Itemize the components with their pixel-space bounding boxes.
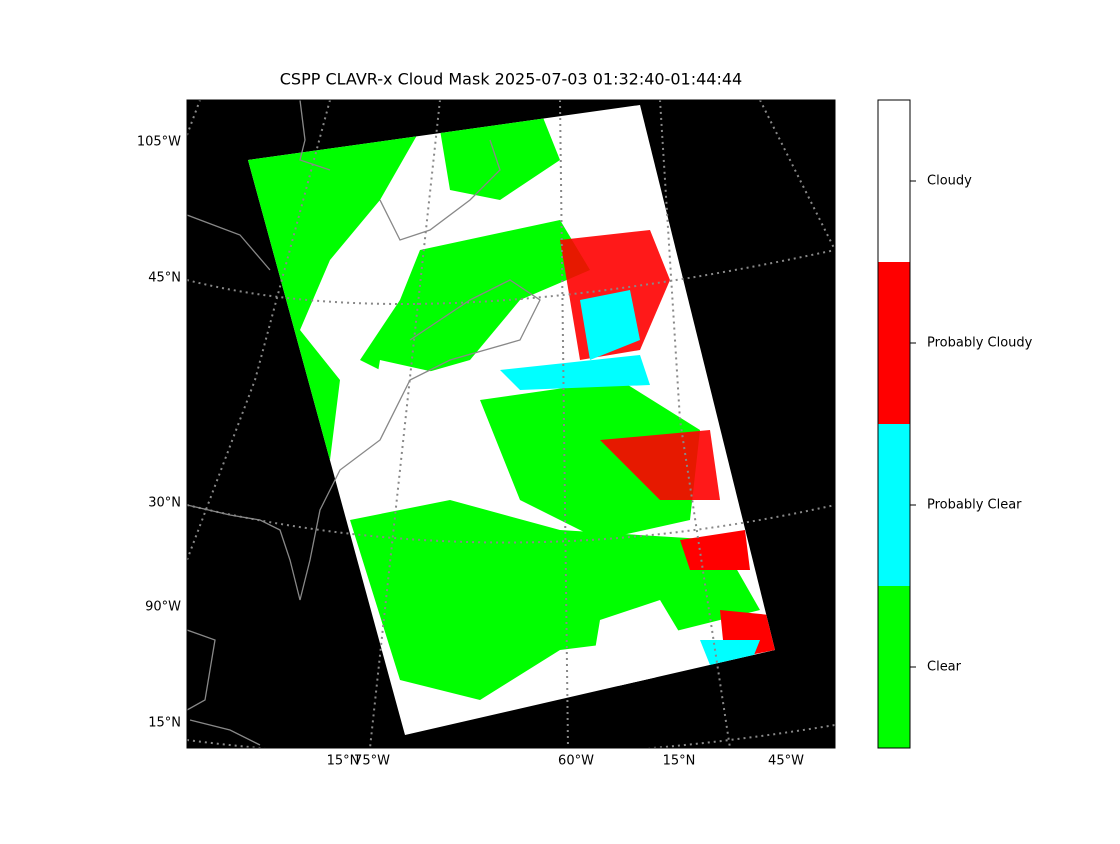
lat-label: 45°N [148, 271, 181, 286]
lon-label: 75°W [354, 754, 390, 769]
graticule [187, 100, 835, 748]
lon-label: 45°W [768, 754, 804, 769]
coastline [187, 100, 541, 746]
colorbar-frame [877, 99, 911, 749]
colorbar-segment [878, 424, 910, 586]
lat-label: 15°N [148, 716, 181, 731]
lon-label: 15°N [663, 754, 696, 769]
title: CSPP CLAVR-x Cloud Mask 2025-07-03 01:32… [280, 70, 742, 89]
lon-label: 15°N [327, 754, 360, 769]
lat-label: 30°N [148, 496, 181, 511]
lon-label: 60°W [558, 754, 594, 769]
colorbar-segment [878, 586, 910, 748]
colorbar-label: Probably Cloudy [927, 336, 1033, 351]
lat-label: 105°W [137, 135, 181, 150]
colorbar-segment [878, 100, 910, 262]
colorbar-label: Probably Clear [927, 498, 1022, 513]
map [187, 100, 835, 748]
colorbar-label: Clear [927, 660, 962, 675]
colorbar: Clear Probably Clear Probably Cloudy Cloudy [878, 100, 1033, 748]
lat-label: 90°W [145, 600, 181, 615]
colorbar-label: Cloudy [927, 174, 972, 189]
colorbar-segment [878, 262, 910, 424]
map-frame [186, 99, 836, 749]
